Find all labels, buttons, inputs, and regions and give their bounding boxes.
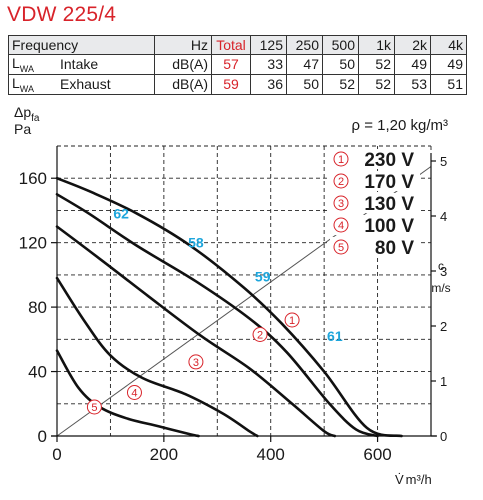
header-frequency: Frequency <box>8 35 155 55</box>
y2-tick-label: 0 <box>440 429 447 444</box>
cell-value: 33 <box>250 54 287 75</box>
sound-level-label: 62 <box>113 206 129 222</box>
y2-tick-label: 4 <box>440 209 447 224</box>
legend-entry-label: 100 V <box>364 216 414 237</box>
legend-marker-number: 5 <box>338 242 344 254</box>
legend-backdrop <box>330 215 420 235</box>
y-tick-label: 160 <box>19 169 47 188</box>
curve-marker-number: 2 <box>257 330 263 342</box>
curve-marker-circle <box>252 327 268 342</box>
curve-marker-circle <box>188 354 204 370</box>
y2-axis-symbol: c <box>438 259 444 273</box>
y-tick-label: 40 <box>28 363 47 382</box>
sound-level-label: 59 <box>255 268 271 284</box>
table-row: LWA Exhaust dB(A) 59 36 50 52 52 53 51 <box>8 73 467 95</box>
y-axis-unit: Pa <box>14 121 31 137</box>
cell-value: 53 <box>394 73 431 95</box>
sound-level-label: 58 <box>188 235 204 251</box>
fan-curve-170v <box>55 193 379 438</box>
y-tick-label: 0 <box>38 427 47 446</box>
y2-tick-label: 2 <box>440 319 447 334</box>
product-title: VDW 225/4 <box>7 3 117 26</box>
curve-marker-circle <box>126 385 142 400</box>
curve-marker-number: 5 <box>91 402 97 414</box>
y-tick-label: 80 <box>28 298 47 317</box>
x-tick-label: 0 <box>52 445 61 464</box>
y2-tick-label: 5 <box>440 154 447 169</box>
legend-marker-number: 3 <box>338 198 344 210</box>
fan-curve-230v <box>55 176 403 438</box>
cell-value: 51 <box>430 73 467 95</box>
legend-marker-circle <box>333 195 349 211</box>
curve-marker-number: 3 <box>193 357 199 369</box>
x-tick-label: 200 <box>150 445 178 464</box>
legend-backdrop <box>330 193 420 213</box>
legend-backdrop <box>330 171 420 191</box>
header-4k: 4k <box>430 35 467 55</box>
legend-entry-label: 80 V <box>375 238 414 259</box>
row-unit: dB(A) <box>154 73 212 95</box>
legend-marker-number: 4 <box>338 220 344 232</box>
legend-marker-number: 1 <box>338 154 344 166</box>
curve-marker-number: 4 <box>131 388 137 400</box>
sound-level-label: 61 <box>327 328 343 344</box>
row-label-intake: Intake <box>57 54 155 75</box>
legend-entry-label: 230 V <box>364 150 414 171</box>
legend-entry-label: 170 V <box>364 172 414 193</box>
chart-labels: 62 58 59 61 <box>113 206 343 344</box>
x-axis-label: V̇ m³/h <box>395 472 432 487</box>
cell-value: 49 <box>430 54 467 75</box>
legend-backdrop <box>330 149 420 169</box>
lwa-symbol: LWA <box>8 73 57 95</box>
x-tick-label: 400 <box>257 445 285 464</box>
chart-axes: 0 40 80 120 160 0 200 400 600 0 1 2 3 4 5 <box>19 146 447 464</box>
legend-marker-circle <box>333 151 349 167</box>
header-500: 500 <box>322 35 359 55</box>
cell-value: 52 <box>322 73 359 95</box>
header-2k: 2k <box>394 35 431 55</box>
y-axis-symbol: Δpfa <box>14 104 40 124</box>
y2-tick-label: 3 <box>440 264 447 279</box>
header-250: 250 <box>286 35 323 55</box>
cell-value: 50 <box>286 73 323 95</box>
legend-marker-number: 2 <box>338 176 344 188</box>
table-row: LWA Intake dB(A) 57 33 47 50 52 49 49 <box>8 54 467 75</box>
curve-marker-circle <box>86 399 102 415</box>
fan-curve-80v <box>55 349 200 438</box>
row-unit: dB(A) <box>154 54 212 75</box>
chart-legend: 1 230 V 2 170 V 3 130 V 4 100 V 5 80 V <box>330 149 420 259</box>
curve-marker-number: 1 <box>289 315 295 327</box>
row-total: 59 <box>211 73 251 95</box>
header-1k: 1k <box>358 35 395 55</box>
row-label-exhaust: Exhaust <box>57 73 155 95</box>
density-label: ρ = 1,20 kg/m³ <box>352 117 449 134</box>
y2-tick-label: 1 <box>440 374 447 389</box>
fan-curves: 1 2 3 4 5 <box>55 176 403 438</box>
cell-value: 52 <box>358 73 395 95</box>
legend-marker-circle <box>333 239 349 255</box>
y2-axis-unit: m/s <box>431 281 450 295</box>
legend-backdrop <box>330 237 420 257</box>
fan-curve-130v <box>55 225 337 438</box>
fan-curve-100v <box>55 276 259 438</box>
table-header-row: Frequency Hz Total 125 250 500 1k 2k 4k <box>8 35 467 55</box>
legend-marker-circle <box>333 217 349 233</box>
x-tick-label: 600 <box>363 445 391 464</box>
y-tick-label: 120 <box>19 234 47 253</box>
curve-marker-circle <box>284 312 300 328</box>
header-hz: Hz <box>154 35 212 55</box>
sound-power-table: Frequency Hz Total 125 250 500 1k 2k 4k … <box>8 35 467 95</box>
legend-marker-circle <box>333 173 349 189</box>
legend-entry-label: 130 V <box>364 194 414 215</box>
